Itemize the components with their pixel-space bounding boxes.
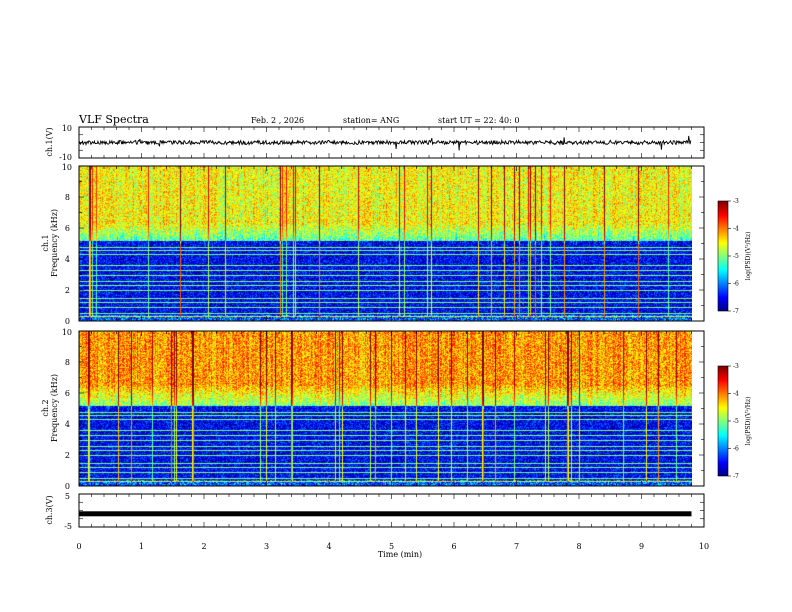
time-tick-label: 5	[389, 542, 394, 551]
ch3-waveform-panel: 5 -5 ch.3(V)	[45, 492, 705, 531]
ch1-spec-ytick-0: 0	[65, 317, 70, 326]
ch1-colorbar-image-wrap	[718, 201, 728, 311]
ch1-colorbar-ticks: -3 -4 -5 -6 -7	[728, 198, 739, 315]
colorbar-tick-label: -3	[733, 363, 739, 370]
ch1-colorbar-label: log(PSD)(V²/Hz)	[745, 232, 752, 281]
ch2-spectrogram-panel: 0 2 4 6 8 10 ch.2 Frequency (kHz)	[41, 328, 705, 491]
ch2-colorbar-label: log(PSD)(V²/Hz)	[745, 397, 752, 446]
colorbar-tick-label: -7	[733, 308, 739, 315]
figure-title: VLF Spectra	[78, 113, 149, 126]
ch1-spec-ytick-4: 4	[65, 255, 70, 264]
ch2-spec-ytick-2: 2	[65, 451, 70, 460]
ch1-waveform-ticks	[78, 126, 705, 159]
ch3-ytick-top: 5	[65, 492, 70, 501]
ch2-spec-ylabel-line2: Frequency (kHz)	[50, 374, 59, 442]
ch2-spec-ytick-4: 4	[65, 420, 70, 429]
colorbar-tick-label: -4	[733, 391, 739, 398]
colorbar-tick-label: -7	[733, 473, 739, 480]
ch1-spec-ylabel-line1: ch.1	[41, 234, 50, 251]
ch2-spec-ytick-8: 8	[65, 358, 70, 367]
ch2-spectrogram-image	[79, 331, 692, 486]
figure-station: station= ANG	[343, 116, 399, 125]
ch1-ylabel: ch.1(V)	[45, 127, 54, 156]
time-tick-label: 1	[139, 542, 144, 551]
time-tick-label: 0	[76, 542, 81, 551]
ch2-spec-ytick-6: 6	[65, 389, 70, 398]
time-tick-label: 6	[451, 542, 456, 551]
ch2-colorbar: -3 -4 -5 -6 -7 log(PSD)(V²/Hz)	[717, 363, 752, 480]
ch2-colorbar-image-wrap	[718, 366, 728, 476]
ch1-spec-ytick-8: 8	[65, 193, 70, 202]
ch1-spectrogram-panel: 0 2 4 6 8 10 ch.1 Frequency (kHz)	[41, 163, 705, 326]
ch2-colorbar-image	[718, 366, 728, 476]
ch2-spec-ylabel-line1: ch.2	[41, 399, 50, 416]
ch1-spec-ylabel-line2: Frequency (kHz)	[50, 209, 59, 277]
time-tick-label: 10	[699, 542, 709, 551]
time-tick-label: 9	[639, 542, 644, 551]
ch1-waveform-trace	[78, 135, 692, 151]
ch1-colorbar: -3 -4 -5 -6 -7 log(PSD)(V²/Hz)	[717, 198, 752, 315]
ch2-spectrogram-ticks	[78, 330, 705, 487]
ch1-spec-ytick-10: 10	[62, 163, 72, 172]
colorbar-tick-label: -3	[733, 198, 739, 205]
time-axis-labels: 0 1 2 3 4 5 6 7 8 9 10	[76, 542, 709, 551]
time-tick-label: 2	[201, 542, 206, 551]
ch2-spec-ytick-10: 10	[62, 328, 72, 337]
colorbar-tick-label: -6	[733, 446, 739, 453]
colorbar-tick-label: -6	[733, 281, 739, 288]
ch1-ytick-top: 10	[62, 124, 72, 133]
time-tick-label: 8	[576, 542, 581, 551]
time-tick-label: 7	[514, 542, 519, 551]
ch1-ytick-bottom: -10	[59, 153, 72, 162]
ch1-spectrogram-image-wrap	[79, 166, 692, 321]
time-tick-label: 3	[264, 542, 269, 551]
figure-start-ut: start UT = 22: 40: 0	[438, 116, 519, 125]
time-tick-label: 4	[326, 542, 331, 551]
ch1-spec-ytick-2: 2	[65, 286, 70, 295]
ch3-waveform-trace	[79, 511, 692, 517]
ch2-spectrogram-image-wrap	[79, 331, 692, 486]
figure-date: Feb. 2 , 2026	[251, 116, 304, 125]
colorbar-tick-label: -4	[733, 226, 739, 233]
ch2-colorbar-ticks: -3 -4 -5 -6 -7	[728, 363, 739, 480]
ch3-waveform-ticks	[78, 493, 705, 528]
time-axis-title: Time (min)	[378, 550, 422, 559]
ch1-waveform-panel: 10 -10 ch.1(V)	[45, 124, 705, 162]
ch1-spectrogram-ticks	[78, 165, 705, 322]
ch3-ytick-bottom: -5	[64, 522, 72, 531]
colorbar-tick-label: -5	[733, 418, 739, 425]
ch2-spec-ytick-0: 0	[65, 482, 70, 491]
ch1-spec-ytick-6: 6	[65, 224, 70, 233]
colorbar-tick-label: -5	[733, 253, 739, 260]
ch3-ylabel: ch.3(V)	[45, 495, 54, 524]
ch1-colorbar-image	[718, 201, 728, 311]
ch1-spectrogram-image	[79, 166, 692, 321]
